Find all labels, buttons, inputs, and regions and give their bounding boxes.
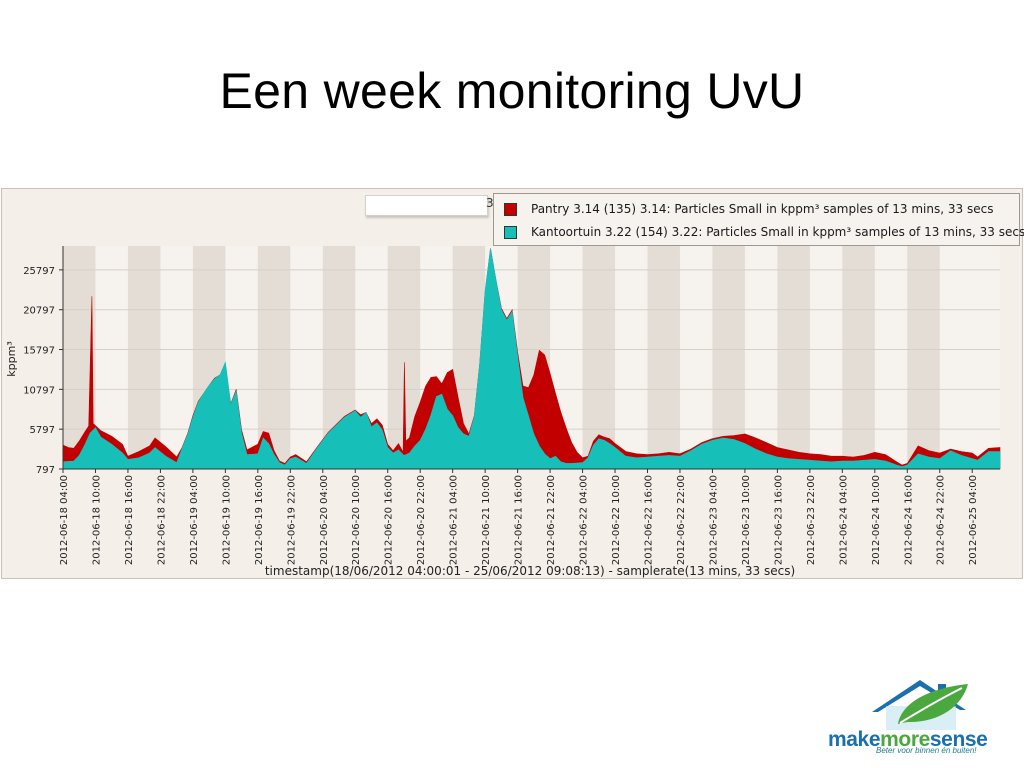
hover-tooltip-box <box>365 195 488 216</box>
x-tick-label: 2012-06-19 22:00 <box>286 475 297 565</box>
time-band <box>777 246 809 469</box>
x-tick-label: 2012-06-21 22:00 <box>546 475 557 565</box>
x-tick-label: 2012-06-25 04:00 <box>968 475 979 565</box>
x-tick-label: 2012-06-19 10:00 <box>221 475 232 565</box>
y-tick-label: 10797 <box>23 385 55 396</box>
x-tick-label: 2012-06-24 10:00 <box>871 475 882 565</box>
legend-label-kantoortuin: Kantoortuin 3.22 (154) 3.22: Particles S… <box>531 225 1024 239</box>
legend-swatch-kantoortuin <box>504 226 517 239</box>
x-tick-label: 2012-06-24 22:00 <box>936 475 947 565</box>
x-tick-label: 2012-06-20 22:00 <box>416 475 427 565</box>
time-band <box>128 246 160 469</box>
y-axis-label: kppm³ <box>5 341 18 376</box>
y-tick-label: 20797 <box>23 306 55 317</box>
x-tick-label: 2012-06-18 04:00 <box>59 475 70 565</box>
x-tick-label: 2012-06-21 16:00 <box>514 475 525 565</box>
x-axis-label: timestamp(18/06/2012 04:00:01 - 25/06/20… <box>265 564 795 578</box>
x-tick-labels: 2012-06-18 04:00 2012-06-18 10:00 2012-06-… <box>59 475 979 565</box>
x-tick-label: 2012-06-24 16:00 <box>903 475 914 565</box>
x-tick-label: 2012-06-22 10:00 <box>611 475 622 565</box>
x-tick-label: 2012-06-23 04:00 <box>708 475 719 565</box>
y-tick-label: 797 <box>36 465 55 476</box>
x-tick-label: 2012-06-23 16:00 <box>773 475 784 565</box>
x-tick-label: 2012-06-20 16:00 <box>384 475 395 565</box>
y-tick-label: 15797 <box>23 346 55 357</box>
time-band <box>842 246 874 469</box>
x-tick-label: 2012-06-21 04:00 <box>449 475 460 565</box>
y-tick-label: 5797 <box>30 425 55 436</box>
y-tick-labels: 797 5797 10797 15797 20797 25797 <box>23 266 55 476</box>
x-tick-label: 2012-06-24 04:00 <box>838 475 849 565</box>
x-tick-label: 2012-06-19 16:00 <box>254 475 265 565</box>
x-tick-label: 2012-06-21 10:00 <box>481 475 492 565</box>
x-tick-label: 2012-06-18 22:00 <box>156 475 167 565</box>
x-tick-label: 2012-06-23 10:00 <box>741 475 752 565</box>
makemoresense-logo: makemoresense Beter voor binnen én buite… <box>820 676 1016 760</box>
legend-swatch-pantry <box>504 203 517 216</box>
legend-item-pantry[interactable]: Pantry 3.14 (135) 3.14: Particles Small … <box>504 200 993 218</box>
chart-legend: Pantry 3.14 (135) 3.14: Particles Small … <box>493 193 1020 246</box>
logo-tagline: Beter voor binnen én buiten! <box>876 746 977 755</box>
x-tick-label: 2012-06-20 04:00 <box>319 475 330 565</box>
x-tick-label: 2012-06-23 22:00 <box>806 475 817 565</box>
x-tick-label: 2012-06-18 10:00 <box>92 475 103 565</box>
x-tick-label: 2012-06-22 04:00 <box>579 475 590 565</box>
y-tick-label: 25797 <box>23 266 55 277</box>
x-tick-label: 2012-06-20 10:00 <box>351 475 362 565</box>
x-tick-label: 2012-06-18 16:00 <box>124 475 135 565</box>
time-band <box>907 246 939 469</box>
x-tick-label: 2012-06-22 16:00 <box>644 475 655 565</box>
x-tick-label: 2012-06-22 22:00 <box>676 475 687 565</box>
legend-label-pantry: Pantry 3.14 (135) 3.14: Particles Small … <box>531 202 993 216</box>
legend-item-kantoortuin[interactable]: Kantoortuin 3.22 (154) 3.22: Particles S… <box>504 223 1024 241</box>
x-tick-label: 2012-06-19 04:00 <box>189 475 200 565</box>
time-band <box>647 246 679 469</box>
